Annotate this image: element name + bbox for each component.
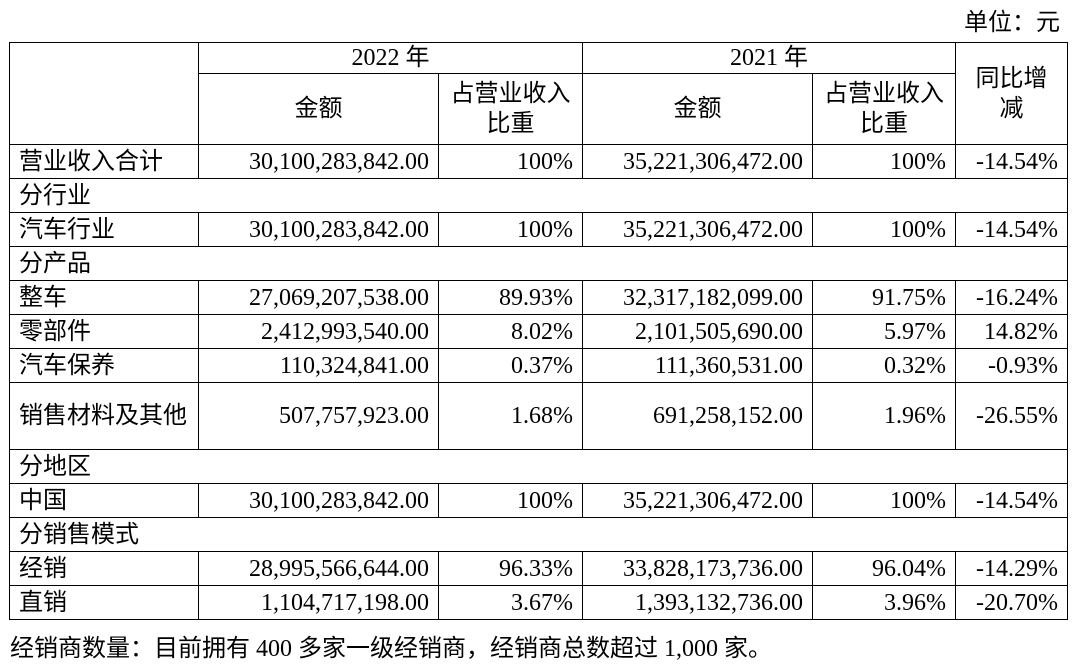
table-row: 整车 27,069,207,538.00 89.93% 32,317,182,099.…	[9, 280, 1068, 315]
unit-label: 单位：元	[964, 10, 1060, 36]
change-cell: -26.55%	[955, 382, 1068, 450]
header-amount-2021: 金额	[582, 73, 813, 145]
amount-2021-cell: 111,360,531.00	[582, 348, 813, 383]
change-cell: -20.70%	[955, 585, 1068, 620]
section-row: 分地区	[9, 449, 1068, 484]
amount-2021-cell: 1,393,132,736.00	[582, 585, 813, 620]
change-cell: -14.54%	[955, 212, 1068, 247]
table-row: 经销 28,995,566,644.00 96.33% 33,828,173,736.…	[9, 551, 1068, 586]
table-body: 营业收入合计 30,100,283,842.00 100% 35,221,306,47…	[9, 144, 1068, 620]
ratio-2021-cell: 100%	[812, 144, 956, 179]
amount-2022-cell: 2,412,993,540.00	[198, 314, 439, 349]
row-label: 销售材料及其他	[9, 382, 199, 450]
section-label: 分行业	[9, 178, 1068, 213]
header-ratio-2022: 占营业收入比重	[438, 73, 583, 145]
amount-2022-cell: 28,995,566,644.00	[198, 551, 439, 586]
row-label: 营业收入合计	[9, 144, 199, 179]
table-row: 营业收入合计 30,100,283,842.00 100% 35,221,306,47…	[9, 144, 1068, 179]
row-label: 零部件	[9, 314, 199, 349]
header-row-columns: 金额 占营业收入比重 金额 占营业收入比重	[10, 73, 1068, 145]
amount-2021-cell: 35,221,306,472.00	[582, 212, 813, 247]
header-row-years: 2022 年 2021 年 同比增减	[9, 42, 1068, 145]
amount-2021-cell: 33,828,173,736.00	[582, 551, 813, 586]
ratio-2021-cell: 96.04%	[812, 551, 956, 586]
amount-2021-cell: 2,101,505,690.00	[582, 314, 813, 349]
amount-2022-cell: 30,100,283,842.00	[198, 483, 439, 518]
change-cell: -14.54%	[955, 144, 1068, 179]
ratio-2021-cell: 100%	[812, 483, 956, 518]
header-ratio-2021: 占营业收入比重	[812, 73, 956, 145]
section-row: 分销售模式	[9, 517, 1068, 552]
amount-2022-cell: 1,104,717,198.00	[198, 585, 439, 620]
ratio-2021-cell: 5.97%	[812, 314, 956, 349]
table-row: 汽车行业 30,100,283,842.00 100% 35,221,306,472.…	[9, 212, 1068, 247]
amount-2021-cell: 32,317,182,099.00	[582, 280, 813, 315]
section-label: 分地区	[9, 449, 1068, 484]
row-label: 整车	[9, 280, 199, 315]
ratio-2022-cell: 100%	[438, 144, 583, 179]
ratio-2022-cell: 1.68%	[438, 382, 583, 450]
amount-2021-cell: 35,221,306,472.00	[582, 483, 813, 518]
amount-2022-cell: 27,069,207,538.00	[198, 280, 439, 315]
ratio-2022-cell: 100%	[438, 212, 583, 247]
ratio-2021-cell: 91.75%	[812, 280, 956, 315]
amount-2022-cell: 30,100,283,842.00	[198, 212, 439, 247]
table-row: 零部件 2,412,993,540.00 8.02% 2,101,505,690.00…	[9, 314, 1068, 349]
amount-2022-cell: 30,100,283,842.00	[198, 144, 439, 179]
section-row: 分产品	[9, 246, 1068, 281]
ratio-2021-cell: 1.96%	[812, 382, 956, 450]
table-row: 直销 1,104,717,198.00 3.67% 1,393,132,736.00 3…	[9, 585, 1068, 620]
header-year-2022: 2022 年	[198, 42, 583, 74]
change-cell: -14.54%	[955, 483, 1068, 518]
header-year-2021: 2021 年	[582, 42, 956, 74]
change-cell: -14.29%	[955, 551, 1068, 586]
ratio-2021-cell: 3.96%	[812, 585, 956, 620]
header-change: 同比增减	[955, 42, 1068, 145]
ratio-2022-cell: 8.02%	[438, 314, 583, 349]
table-row: 销售材料及其他 507,757,923.00 1.68% 691,258,152.00…	[9, 382, 1068, 450]
header-amount-2022: 金额	[198, 73, 439, 145]
row-label: 汽车行业	[9, 212, 199, 247]
amount-2022-cell: 507,757,923.00	[198, 382, 439, 450]
section-label: 分销售模式	[9, 517, 1068, 552]
row-label: 经销	[9, 551, 199, 586]
ratio-2022-cell: 89.93%	[438, 280, 583, 315]
ratio-2022-cell: 0.37%	[438, 348, 583, 383]
section-label: 分产品	[9, 246, 1068, 281]
section-row: 分行业	[9, 178, 1068, 213]
ratio-2021-cell: 100%	[812, 212, 956, 247]
table-row: 汽车保养 110,324,841.00 0.37% 111,360,531.00 0.3…	[9, 348, 1068, 383]
row-label: 中国	[9, 483, 199, 518]
ratio-2021-cell: 0.32%	[812, 348, 956, 383]
amount-2021-cell: 691,258,152.00	[582, 382, 813, 450]
revenue-breakdown-table: 2022 年 2021 年 同比增减 金额 占营业收入比重 金额 占营业收入比重…	[9, 42, 1068, 620]
change-cell: -16.24%	[955, 280, 1068, 315]
row-label: 直销	[9, 585, 199, 620]
ratio-2022-cell: 96.33%	[438, 551, 583, 586]
ratio-2022-cell: 100%	[438, 483, 583, 518]
row-label: 汽车保养	[9, 348, 199, 383]
footnote: 经销商数量：目前拥有 400 多家一级经销商，经销商总数超过 1,000 家。	[10, 636, 772, 662]
amount-2022-cell: 110,324,841.00	[198, 348, 439, 383]
table-row: 中国 30,100,283,842.00 100% 35,221,306,472.00…	[9, 483, 1068, 518]
change-cell: -0.93%	[955, 348, 1068, 383]
ratio-2022-cell: 3.67%	[438, 585, 583, 620]
amount-2021-cell: 35,221,306,472.00	[582, 144, 813, 179]
header-corner-cell	[9, 42, 199, 145]
change-cell: 14.82%	[955, 314, 1068, 349]
